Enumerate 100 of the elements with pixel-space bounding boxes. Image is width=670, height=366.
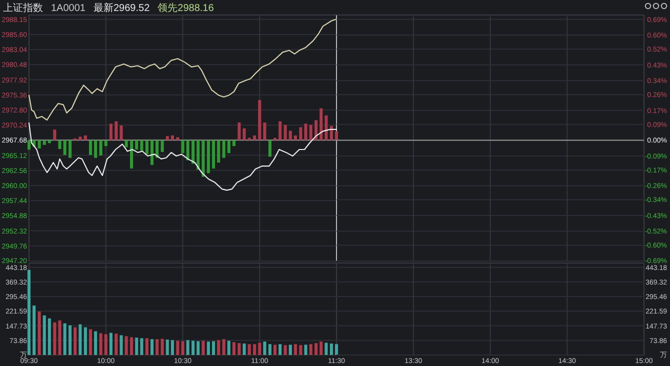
bar [124, 140, 128, 148]
bar [38, 311, 41, 355]
bar [176, 137, 180, 140]
bar [84, 327, 87, 355]
bar [58, 320, 62, 355]
bar [48, 318, 51, 355]
bar [156, 140, 159, 158]
bar [299, 127, 302, 140]
bar [63, 140, 66, 155]
bar [181, 341, 184, 355]
bar [124, 336, 128, 355]
bar [253, 344, 256, 355]
bar [304, 124, 308, 140]
bar [109, 332, 112, 355]
bar [330, 126, 333, 140]
bar [212, 140, 216, 168]
bar [53, 130, 56, 140]
bar [48, 140, 51, 144]
bar [27, 270, 31, 355]
bar [84, 135, 87, 140]
bar [114, 121, 118, 140]
bar [324, 342, 328, 355]
bar [284, 345, 287, 355]
bar [94, 140, 98, 158]
bar [109, 124, 112, 140]
bar [120, 125, 123, 140]
bar [176, 340, 180, 355]
bar [227, 340, 230, 355]
bar [53, 322, 56, 355]
bar [94, 331, 98, 355]
bar [166, 136, 169, 140]
bar [192, 340, 195, 355]
bar [140, 140, 144, 151]
bar [273, 344, 277, 355]
bar [135, 338, 138, 355]
bar [242, 128, 246, 140]
bar [181, 140, 184, 154]
bar [334, 344, 338, 355]
bar [99, 333, 102, 355]
bar [263, 122, 266, 140]
bar [238, 343, 241, 355]
bar [130, 140, 134, 168]
bar [186, 340, 190, 355]
bar [294, 344, 297, 355]
bar [104, 140, 108, 146]
bar [278, 344, 282, 355]
bar [248, 344, 251, 355]
bar [166, 340, 169, 355]
bar [299, 345, 302, 355]
bar [278, 121, 282, 140]
bar [38, 140, 41, 148]
bar [253, 135, 256, 140]
bar [78, 324, 82, 355]
text: 1A0001 [51, 3, 86, 14]
bar [145, 140, 148, 154]
bar [192, 140, 195, 164]
bar [32, 306, 36, 355]
bar [309, 344, 312, 355]
bar [42, 315, 46, 355]
bar [202, 340, 205, 355]
bar [99, 140, 102, 156]
bar [217, 340, 220, 355]
bar [314, 343, 318, 355]
bar [88, 140, 92, 155]
bar [258, 100, 262, 140]
bar [170, 340, 174, 355]
bar [238, 122, 241, 140]
bar [130, 337, 134, 355]
bar [294, 135, 297, 140]
bar [140, 338, 144, 355]
text: 最新2969.52 [93, 2, 150, 14]
bar [68, 140, 72, 158]
bar [78, 136, 82, 140]
bar [202, 140, 205, 177]
bar [114, 334, 118, 355]
text: 领先2988.16 [158, 2, 214, 14]
bar [145, 338, 148, 355]
bar [242, 344, 246, 355]
bar [320, 342, 323, 355]
bar [320, 108, 323, 140]
bar [160, 338, 164, 355]
bar [263, 342, 266, 355]
bar [258, 342, 262, 355]
bar [160, 140, 164, 152]
bar [217, 140, 220, 163]
chart-title: 上证指数 [3, 2, 43, 14]
bar [304, 344, 308, 355]
bar [309, 124, 312, 140]
bar [334, 131, 338, 140]
bar [222, 140, 226, 158]
bar [288, 344, 292, 355]
bar [104, 334, 108, 355]
bar [120, 335, 123, 355]
bar [150, 140, 154, 165]
bar [324, 115, 328, 140]
bar [314, 120, 318, 140]
bar [27, 140, 31, 150]
bar [186, 140, 190, 160]
bar [88, 329, 92, 355]
bar [268, 140, 272, 157]
